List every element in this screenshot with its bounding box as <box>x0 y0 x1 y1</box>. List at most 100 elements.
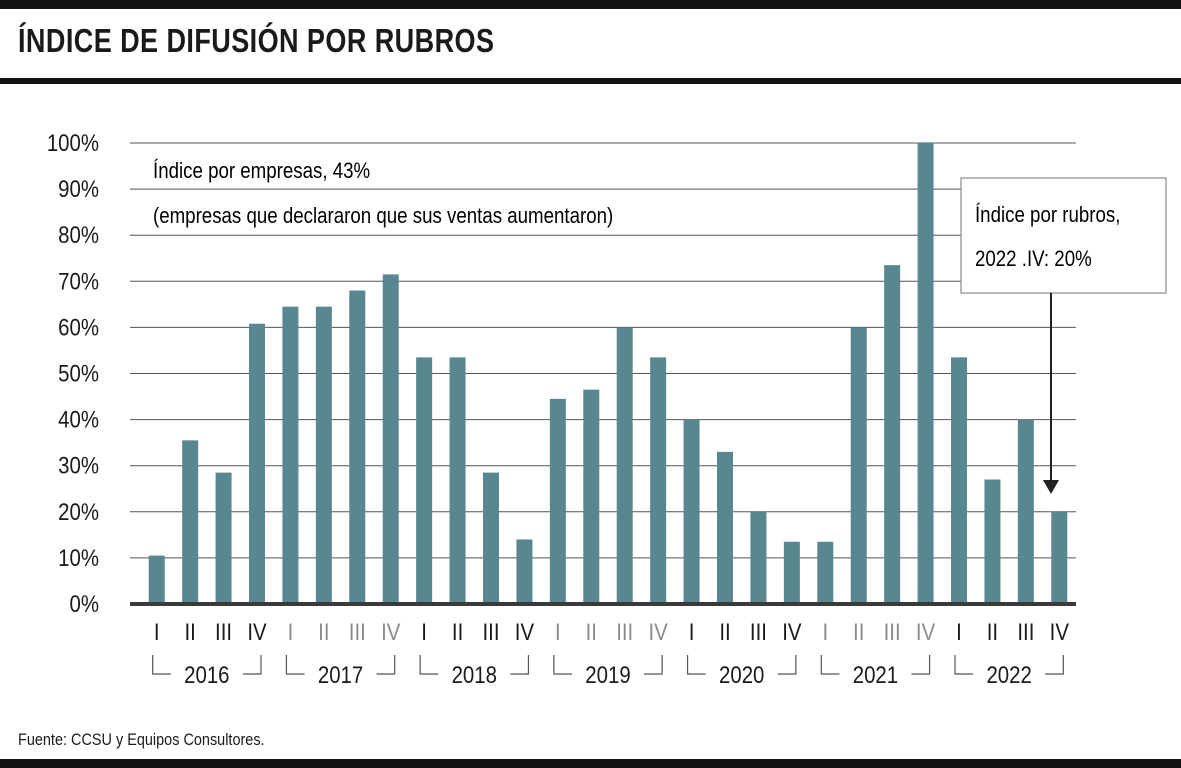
annotations: Índice por empresas, 43% (empresas que d… <box>153 159 1167 494</box>
quarter-label: II <box>184 618 195 645</box>
year-bracket <box>152 655 171 675</box>
y-axis-labels: 0% 10% 20% 30% 40% 50% 60% 70% 80% 90% 100% <box>47 129 99 617</box>
y-tick-label: 90% <box>58 176 99 203</box>
y-tick-label: 70% <box>58 268 99 295</box>
y-tick-label: 20% <box>58 498 99 525</box>
year-bracket <box>553 655 572 675</box>
bars <box>148 143 1068 604</box>
bar <box>182 440 199 604</box>
bottom-border <box>0 759 1181 768</box>
source-note: Fuente: CCSU y Equipos Consultores. <box>18 730 265 749</box>
bar <box>416 357 433 604</box>
quarter-label: I <box>689 618 695 645</box>
year-label: 2017 <box>318 661 363 688</box>
year-bracket <box>376 655 396 675</box>
quarter-label: IV <box>515 618 534 645</box>
bar <box>850 327 867 604</box>
bar <box>783 541 800 604</box>
company-index-label: Índice por empresas, 43% <box>153 159 370 184</box>
chart-title: ÍNDICE DE DIFUSIÓN POR RUBROS <box>18 22 495 59</box>
bar <box>917 143 934 604</box>
bar <box>616 327 633 604</box>
bar-chart: 0%10%20%30%40%50%60%70%80%90%100% I II III… <box>47 129 1167 688</box>
year-bracket <box>644 655 663 675</box>
bar <box>984 479 1001 604</box>
bar <box>449 357 466 604</box>
bar <box>483 472 499 604</box>
callout-line-1: Índice por rubros, <box>975 203 1120 228</box>
quarter-label: I <box>154 618 160 645</box>
quarter-label: IV <box>916 618 935 645</box>
quarter-label: III <box>215 618 232 645</box>
year-label: 2016 <box>184 661 229 688</box>
year-label: 2022 <box>986 661 1031 688</box>
bar <box>717 451 733 604</box>
bar <box>249 323 265 604</box>
bar <box>349 290 366 604</box>
y-tick-label: 40% <box>58 406 99 433</box>
bar <box>315 306 332 604</box>
quarter-label: II <box>452 618 463 645</box>
year-bracket <box>911 655 931 675</box>
year-bracket <box>285 655 305 675</box>
bar <box>1051 511 1068 604</box>
bar <box>583 389 600 604</box>
year-bracket <box>419 655 439 675</box>
company-index-sublabel: (empresas que declararon que sus ventas … <box>153 205 613 229</box>
callout-box <box>960 177 1167 294</box>
quarter-label: III <box>884 618 901 645</box>
year-bracket <box>510 655 530 675</box>
year-bracket <box>777 655 797 675</box>
y-tick-label: 60% <box>58 314 99 341</box>
y-tick-label: 100% <box>47 129 99 156</box>
bar <box>215 472 232 604</box>
quarter-label: IV <box>649 618 668 645</box>
quarter-label: IV <box>1050 618 1069 645</box>
quarter-label: II <box>987 618 998 645</box>
year-label: 2020 <box>719 661 764 688</box>
year-bracket <box>686 655 706 675</box>
quarter-label: II <box>719 618 730 645</box>
title-rule <box>0 78 1181 84</box>
quarter-label: III <box>750 618 767 645</box>
top-border <box>0 0 1181 9</box>
bar <box>650 357 667 604</box>
quarter-label: I <box>822 618 828 645</box>
quarter-label: I <box>288 618 294 645</box>
quarter-label: II <box>853 618 864 645</box>
bar <box>884 265 901 604</box>
y-tick-label: 30% <box>58 452 99 479</box>
year-label: 2021 <box>853 661 898 688</box>
quarter-label: II <box>586 618 597 645</box>
y-tick-label: 0% <box>70 590 99 617</box>
quarter-label: II <box>318 618 329 645</box>
y-tick-label: 80% <box>58 222 99 249</box>
y-tick-label: 50% <box>58 360 99 387</box>
bar <box>382 274 399 604</box>
year-label: 2018 <box>452 661 497 688</box>
year-bracket <box>820 655 840 675</box>
quarter-label: I <box>555 618 561 645</box>
bar <box>549 398 566 604</box>
quarter-label: IV <box>247 618 266 645</box>
bar <box>683 419 700 604</box>
quarter-label: III <box>1017 618 1034 645</box>
bar <box>282 306 299 604</box>
bar <box>1017 419 1034 604</box>
y-tick-label: 10% <box>58 544 99 571</box>
quarter-label: I <box>421 618 427 645</box>
quarter-label: IV <box>782 618 801 645</box>
bar <box>951 357 967 604</box>
bar <box>148 555 165 604</box>
quarter-label: III <box>482 618 499 645</box>
bar <box>750 511 767 604</box>
quarter-label: III <box>349 618 366 645</box>
bar <box>516 539 533 604</box>
bar <box>817 541 834 604</box>
quarter-label: IV <box>381 618 400 645</box>
callout-line-2: 2022 .IV: 20% <box>975 248 1092 272</box>
callout-arrow-head <box>1043 480 1059 494</box>
year-bracket <box>954 655 974 675</box>
quarter-label: I <box>956 618 962 645</box>
